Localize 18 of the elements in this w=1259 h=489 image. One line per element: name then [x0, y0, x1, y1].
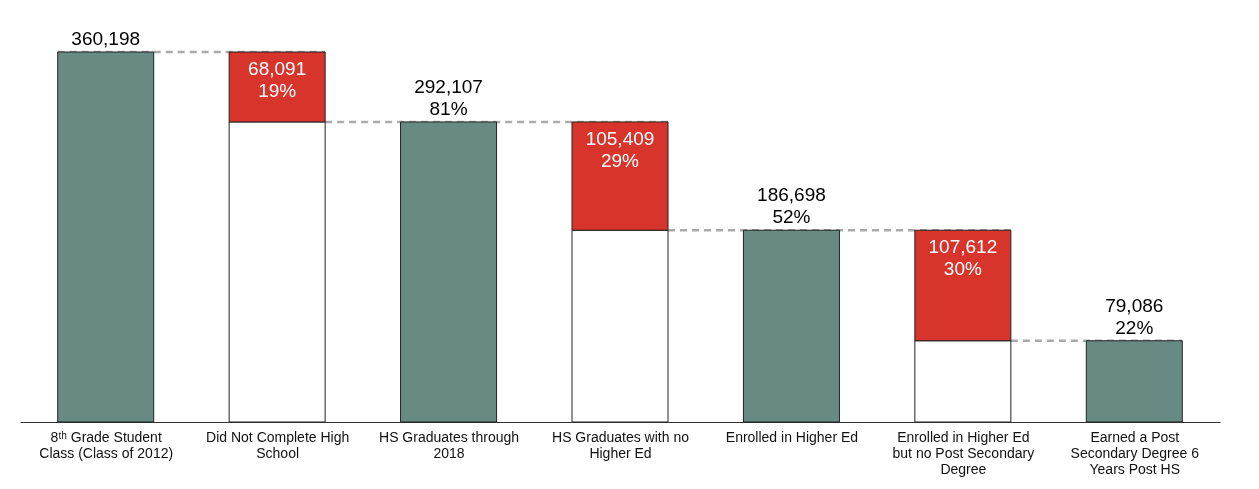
bar [742, 229, 840, 423]
x-tick-label: Earned a Post Secondary Degree 6 Years Post HS [1070, 428, 1200, 477]
x-tick-label: HS Graduates with no Higher Ed [552, 428, 690, 461]
data-label: 107,612 30% [928, 236, 998, 280]
bar [1085, 340, 1183, 423]
data-label: 105,409 29% [585, 127, 655, 171]
data-label: 68,091 19% [248, 58, 307, 101]
x-tick-label: HS Graduates through 2018 [379, 428, 520, 461]
data-label: 292,107 81% [414, 75, 483, 119]
x-tick-label: Enrolled in Higher Ed [725, 428, 859, 445]
x-tick-label: Enrolled in Higher Ed but no Post Secondary Degree [892, 428, 1035, 477]
data-label: 79,086 22% [1105, 294, 1164, 338]
bar [400, 121, 498, 423]
data-label: 360,198 [71, 28, 141, 49]
data-label: 186,698 52% [757, 184, 826, 228]
x-tick-label: 8ᵗʰ Grade Student Class (Class of 2012) [39, 428, 174, 461]
x-tick-label: Did Not Complete High School [206, 428, 350, 461]
bar [57, 51, 155, 423]
